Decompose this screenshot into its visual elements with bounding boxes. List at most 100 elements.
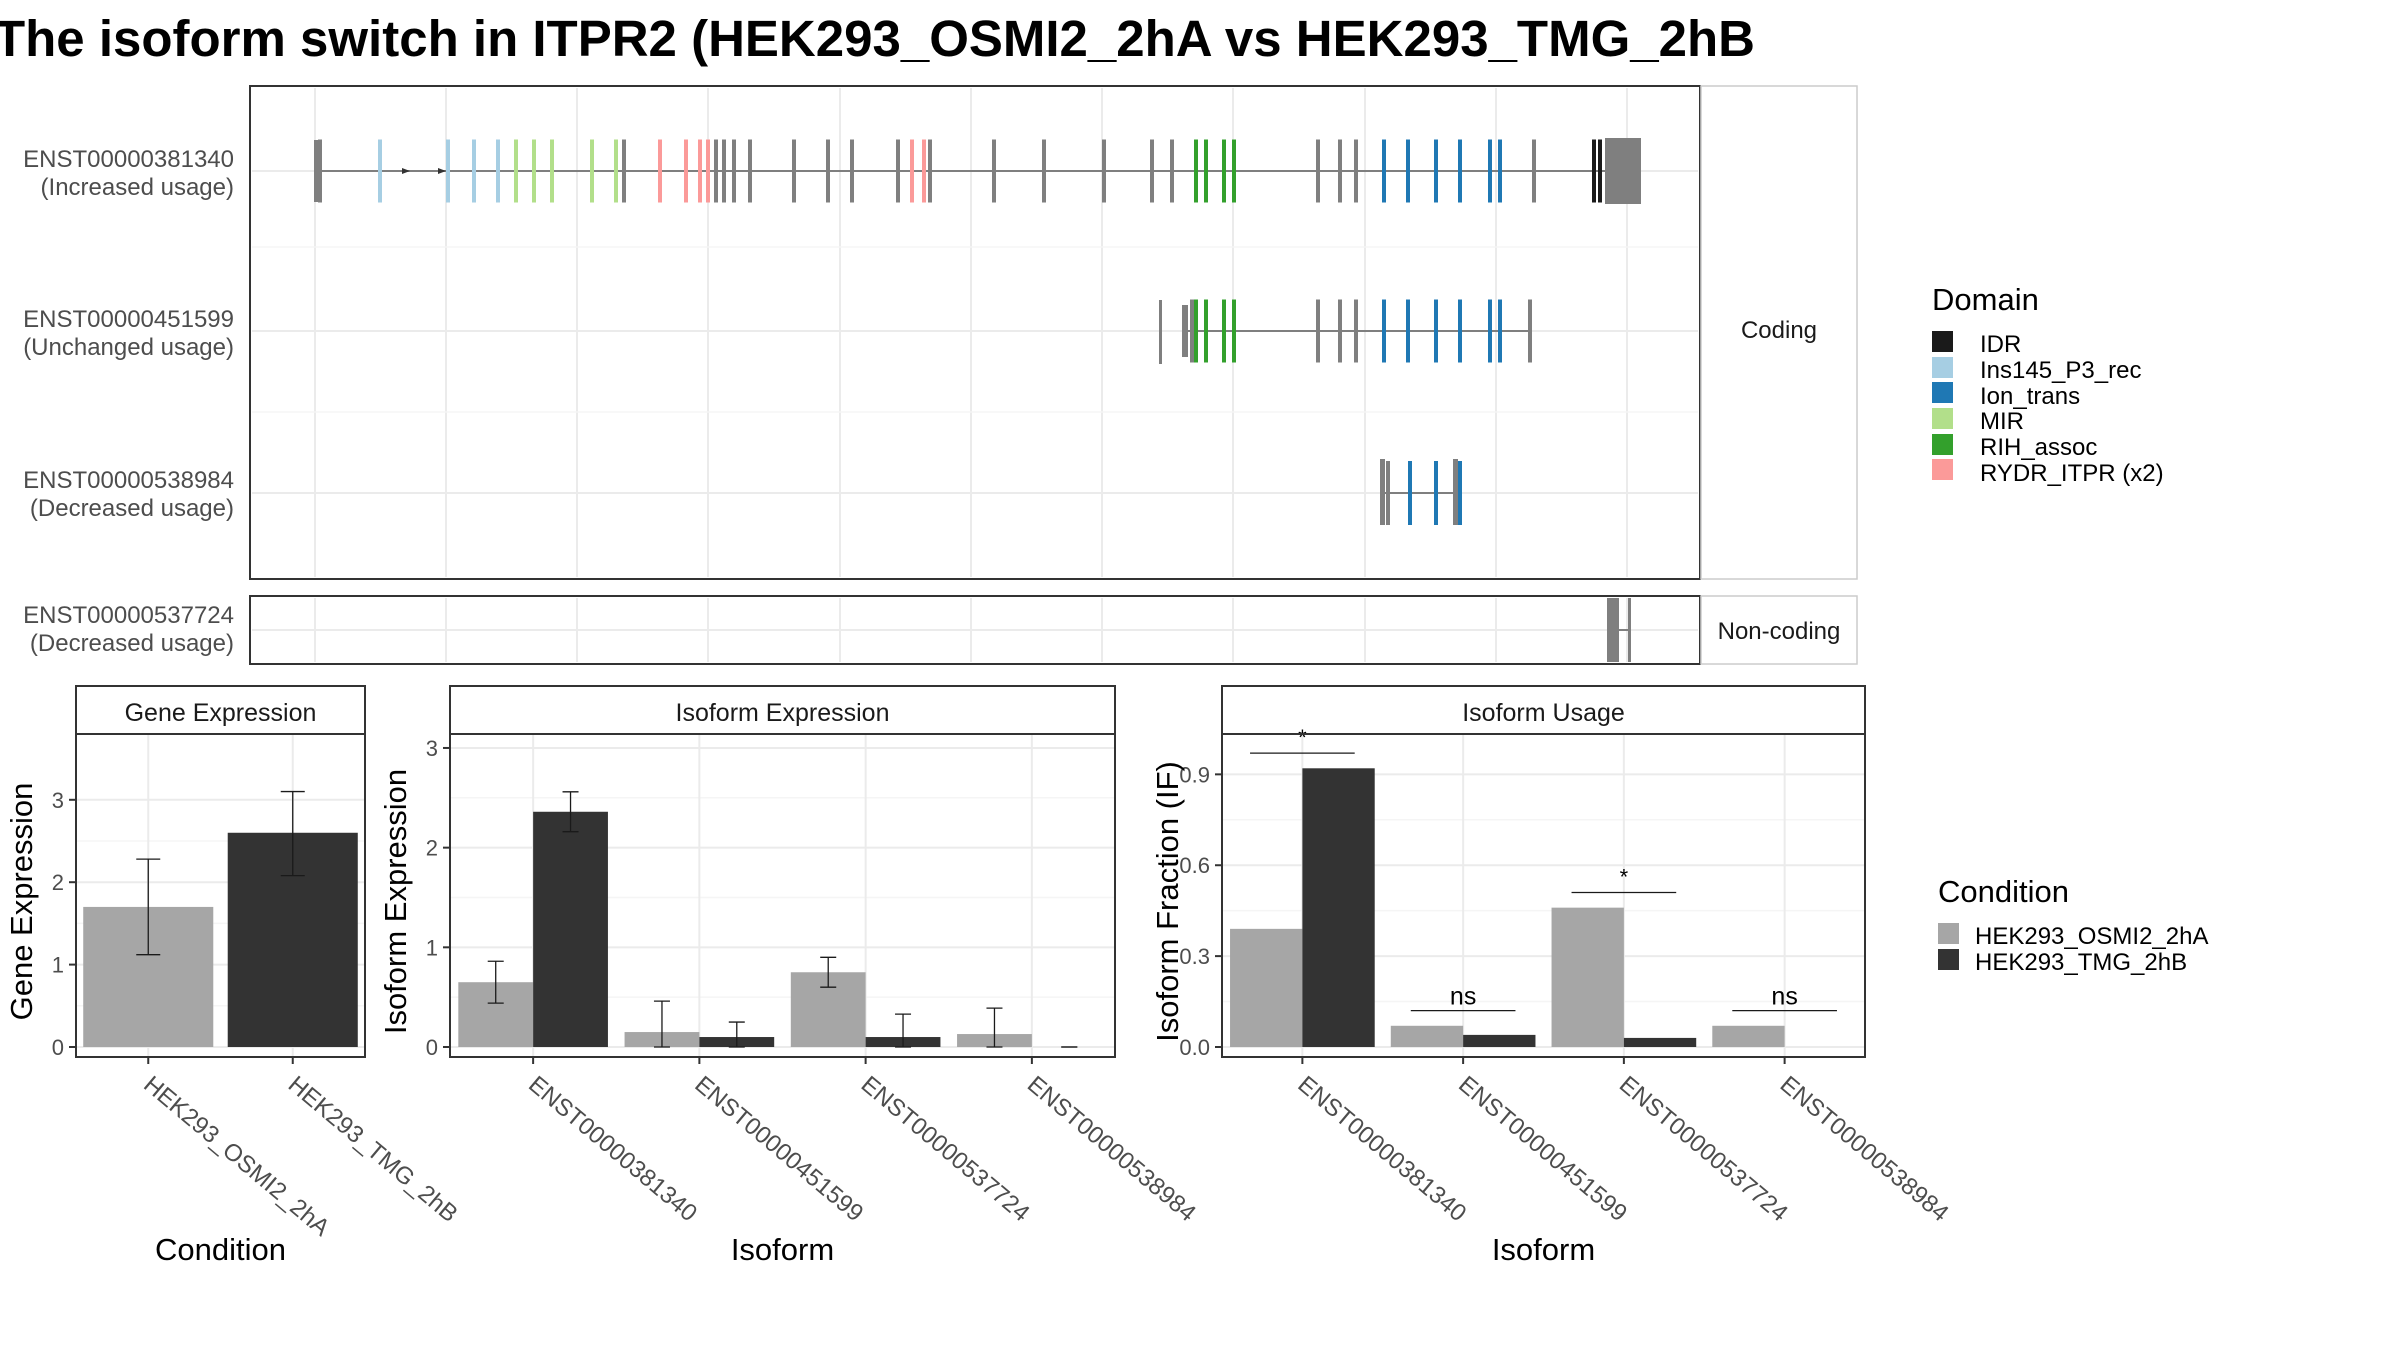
- exon: [1488, 139, 1492, 203]
- exon: [1316, 299, 1320, 363]
- y-tick-label: 0.9: [1179, 762, 1210, 787]
- bar: [1302, 768, 1375, 1047]
- exon: [1488, 299, 1492, 363]
- exon: [550, 139, 554, 203]
- exon: [614, 139, 618, 203]
- bar: [1390, 1025, 1464, 1047]
- exon: [1607, 598, 1619, 662]
- legend-label: RYDR_ITPR (x2): [1980, 460, 2164, 487]
- x-tick-label: ENST00000381340: [1293, 1071, 1472, 1227]
- x-tick-label: ENST00000537724: [856, 1071, 1035, 1227]
- transcript-label-id: ENST00000537724: [23, 602, 234, 629]
- x-tick-label: ENST00000537724: [1614, 1071, 1793, 1227]
- exon: [1628, 598, 1631, 662]
- isoform-expression-chart: Isoform Expression0123ENST00000381340ENS…: [378, 685, 1201, 1267]
- exon: [1408, 461, 1412, 525]
- exon: [532, 139, 536, 203]
- exon: [1222, 299, 1226, 363]
- significance-label: *: [1620, 865, 1629, 890]
- y-tick-label: 2: [52, 870, 64, 895]
- coding-panel-border: [249, 85, 1701, 580]
- coding-panel-bg: [250, 86, 1700, 579]
- exon: [826, 139, 830, 203]
- facet-strip: [75, 685, 366, 735]
- exon-utr: [1380, 459, 1385, 525]
- y-tick-label: 2: [426, 836, 438, 861]
- x-axis-title: Isoform: [731, 1232, 834, 1267]
- facet-strip: [1221, 685, 1866, 735]
- y-axis-title: Gene Expression: [4, 783, 39, 1021]
- legend-key-mir: [1932, 408, 1953, 429]
- plot-border: [1221, 733, 1866, 1058]
- exon: [1338, 299, 1342, 363]
- y-tick-label: 1: [52, 953, 64, 978]
- direction-arrow: [438, 168, 446, 174]
- transcript-label-usage: (Decreased usage): [30, 630, 234, 657]
- exon: [1150, 139, 1154, 203]
- exon: [1102, 139, 1106, 203]
- legend-label: Ion_trans: [1980, 383, 2080, 410]
- figure-title: The isoform switch in ITPR2 (HEK293_OSMI…: [0, 10, 1755, 67]
- legend-label: HEK293_TMG_2hB: [1975, 949, 2187, 976]
- exon-utr: [1605, 138, 1641, 204]
- transcript-rows: [314, 138, 1641, 662]
- bar: [1623, 1037, 1697, 1047]
- coding-facet-strip: [1700, 85, 1858, 580]
- exon: [622, 139, 626, 203]
- exon: [1316, 139, 1320, 203]
- exon: [706, 139, 710, 203]
- legend-label: IDR: [1980, 331, 2021, 358]
- legend-key-ion-trans: [1932, 382, 1953, 403]
- exon: [1204, 299, 1208, 363]
- exon: [1458, 299, 1462, 363]
- exon: [1194, 139, 1198, 203]
- transcript-label-id: ENST00000381340: [23, 146, 234, 173]
- significance-label: ns: [1771, 983, 1797, 1011]
- exon: [1170, 139, 1174, 203]
- exon: [658, 139, 662, 203]
- domain-legend: Domain IDR Ins145_P3_rec Ion_trans MIR R…: [1932, 282, 2164, 487]
- bar: [1463, 1034, 1536, 1047]
- exon: [910, 139, 914, 203]
- exon: [446, 139, 450, 203]
- noncoding-facet-label: Non-coding: [1718, 618, 1841, 645]
- legend-key-ins145: [1932, 357, 1953, 378]
- x-tick-label: ENST00000451599: [690, 1071, 869, 1227]
- bar: [1230, 928, 1303, 1047]
- y-tick-label: 0.3: [1179, 944, 1210, 969]
- exon: [1190, 299, 1194, 363]
- exon: [496, 139, 500, 203]
- y-tick-label: 0.6: [1179, 853, 1210, 878]
- exon: [1232, 299, 1236, 363]
- legend-key-rydr: [1932, 459, 1953, 480]
- exon: [1406, 299, 1410, 363]
- legend-key-idr: [1932, 331, 1953, 352]
- significance-label: *: [1298, 725, 1307, 750]
- exon: [1382, 299, 1386, 363]
- coding-facet-label: Coding: [1741, 317, 1817, 344]
- transcript-label-usage: (Unchanged usage): [23, 334, 234, 361]
- exon: [1042, 139, 1046, 203]
- y-tick-label: 0: [426, 1035, 438, 1060]
- exon: [1354, 299, 1358, 363]
- exon: [792, 139, 796, 203]
- y-tick-label: 0: [52, 1035, 64, 1060]
- exon-utr: [1182, 305, 1188, 357]
- bar: [533, 811, 608, 1047]
- direction-arrow: [402, 168, 410, 174]
- noncoding-facet-strip: [1700, 595, 1858, 665]
- condition-legend-title: Condition: [1938, 874, 2069, 909]
- exon: [1458, 461, 1462, 525]
- legend-key-cond-b: [1938, 949, 1959, 970]
- condition-legend: Condition HEK293_OSMI2_2hA HEK293_TMG_2h…: [1938, 874, 2208, 976]
- exon: [992, 139, 996, 203]
- legend-key-cond-a: [1938, 923, 1959, 944]
- transcript-label-usage: (Increased usage): [41, 174, 234, 201]
- isoform-usage-chart: Isoform Usage * ns * ns 0.0 0.3 0.6 0.9 ENST00000…: [1150, 685, 1954, 1267]
- exon: [590, 139, 594, 203]
- exon: [378, 139, 382, 203]
- exon: [684, 139, 688, 203]
- legend-label: Ins145_P3_rec: [1980, 357, 2141, 384]
- panel-title: Isoform Expression: [676, 699, 890, 727]
